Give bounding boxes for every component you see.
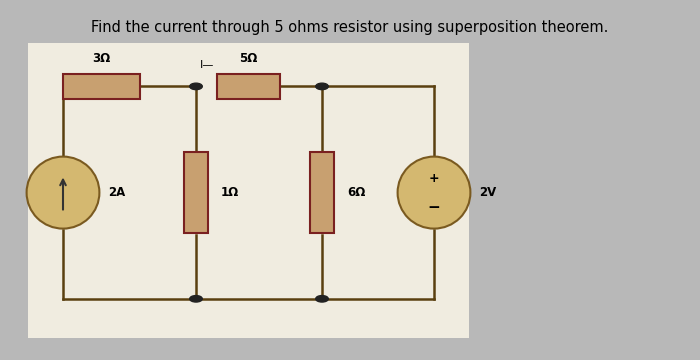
- Circle shape: [190, 83, 202, 90]
- Circle shape: [190, 296, 202, 302]
- Text: −: −: [428, 200, 440, 215]
- Text: 5Ω: 5Ω: [239, 52, 258, 65]
- Text: 2A: 2A: [108, 186, 125, 199]
- Text: +: +: [428, 172, 440, 185]
- Text: I—: I—: [199, 60, 214, 70]
- Ellipse shape: [398, 157, 470, 229]
- FancyBboxPatch shape: [183, 152, 209, 233]
- FancyBboxPatch shape: [309, 152, 335, 233]
- Text: 2V: 2V: [479, 186, 496, 199]
- FancyBboxPatch shape: [28, 43, 469, 338]
- Ellipse shape: [27, 157, 99, 229]
- FancyBboxPatch shape: [217, 74, 280, 99]
- Text: 1Ω: 1Ω: [221, 186, 239, 199]
- Text: Find the current through 5 ohms resistor using superposition theorem.: Find the current through 5 ohms resistor…: [91, 20, 609, 35]
- Circle shape: [316, 296, 328, 302]
- Text: 6Ω: 6Ω: [347, 186, 365, 199]
- FancyBboxPatch shape: [63, 74, 140, 99]
- Circle shape: [316, 83, 328, 90]
- Text: 3Ω: 3Ω: [92, 52, 111, 65]
